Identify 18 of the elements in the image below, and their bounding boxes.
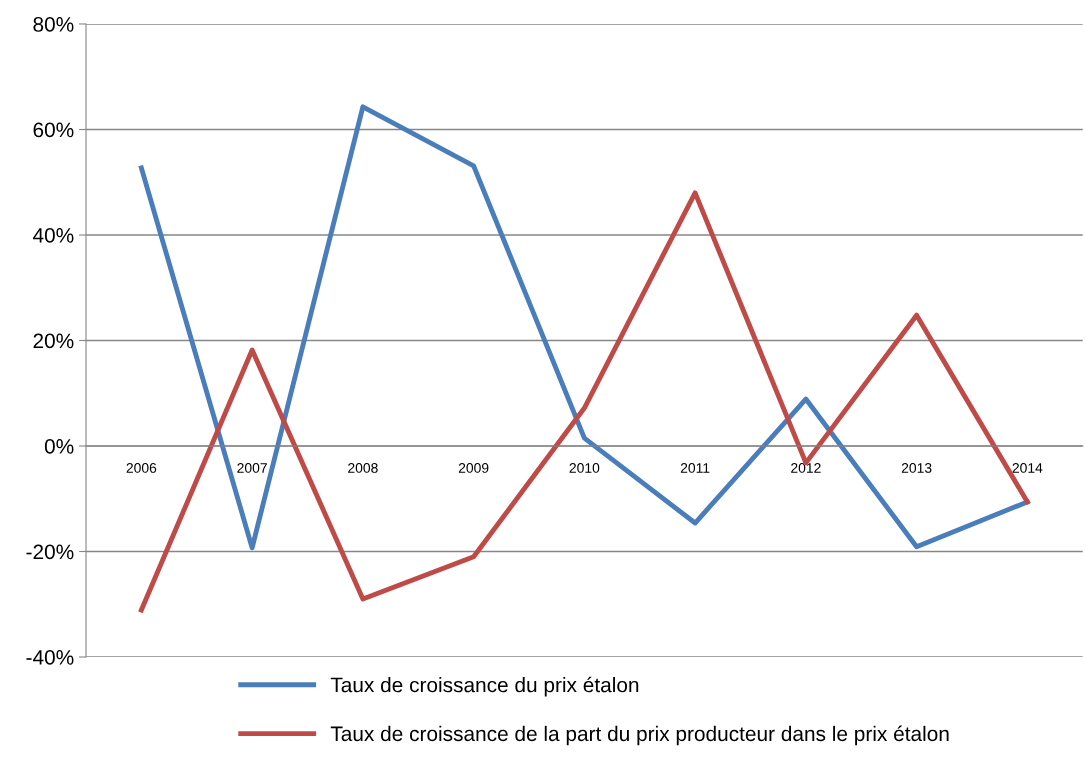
x-tick-label: 2007 [237, 463, 267, 473]
x-tick-label: 2013 [901, 463, 932, 473]
y-tick-label: 60% [33, 122, 74, 138]
y-tick-label: -40% [26, 650, 74, 665]
x-tick-label: 2006 [126, 463, 157, 473]
x-tick-label: 2008 [348, 463, 378, 473]
y-tick-label: 0% [44, 439, 74, 454]
y-tick-label: -20% [26, 544, 74, 560]
x-tick-label: 2014 [1012, 463, 1043, 473]
y-tick-label: 80% [33, 17, 74, 32]
x-tick-label: 2010 [569, 463, 600, 473]
legend-label: Taux de croissance de la part du prix producteur dans le prix étalon [330, 725, 949, 746]
y-tick-label: 40% [32, 228, 74, 243]
legend-label: Taux de croissance du prix étalon [330, 676, 639, 697]
x-tick-label: 2009 [458, 463, 489, 473]
y-tick-label: 20% [33, 333, 74, 349]
x-tick-label: 2012 [791, 463, 821, 473]
x-tick-label: 2011 [680, 463, 710, 473]
